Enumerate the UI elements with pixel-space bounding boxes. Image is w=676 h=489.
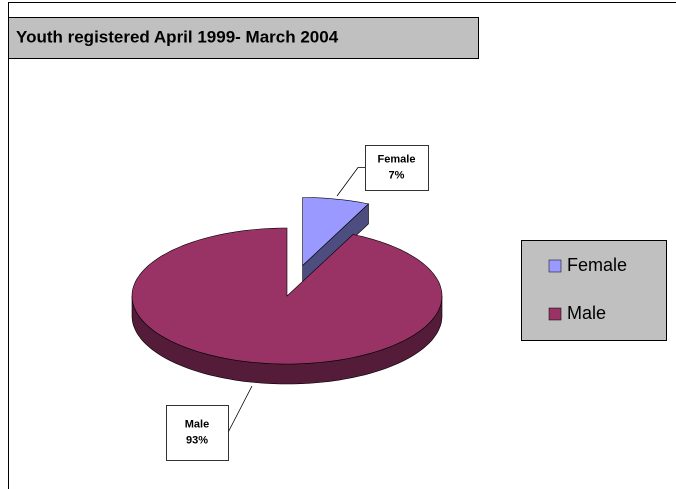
data-label-category: Female	[378, 153, 416, 165]
data-label-category: Male	[185, 418, 209, 430]
legend-swatch	[548, 307, 562, 321]
legend-box	[521, 240, 667, 341]
data-label-box	[166, 405, 229, 461]
legend-label: Male	[567, 303, 606, 323]
slice	[302, 197, 370, 267]
leader-line	[227, 385, 253, 433]
data-label-value: 93%	[186, 434, 208, 446]
data-label-box	[365, 145, 429, 191]
legend-swatch	[548, 259, 562, 273]
chart-title: Youth registered April 1999- March 2004	[16, 27, 339, 46]
leader-line	[336, 167, 365, 197]
legend-label: Female	[567, 255, 627, 275]
title-box	[8, 17, 479, 59]
data-label-value: 7%	[389, 169, 405, 181]
slice	[131, 227, 443, 365]
